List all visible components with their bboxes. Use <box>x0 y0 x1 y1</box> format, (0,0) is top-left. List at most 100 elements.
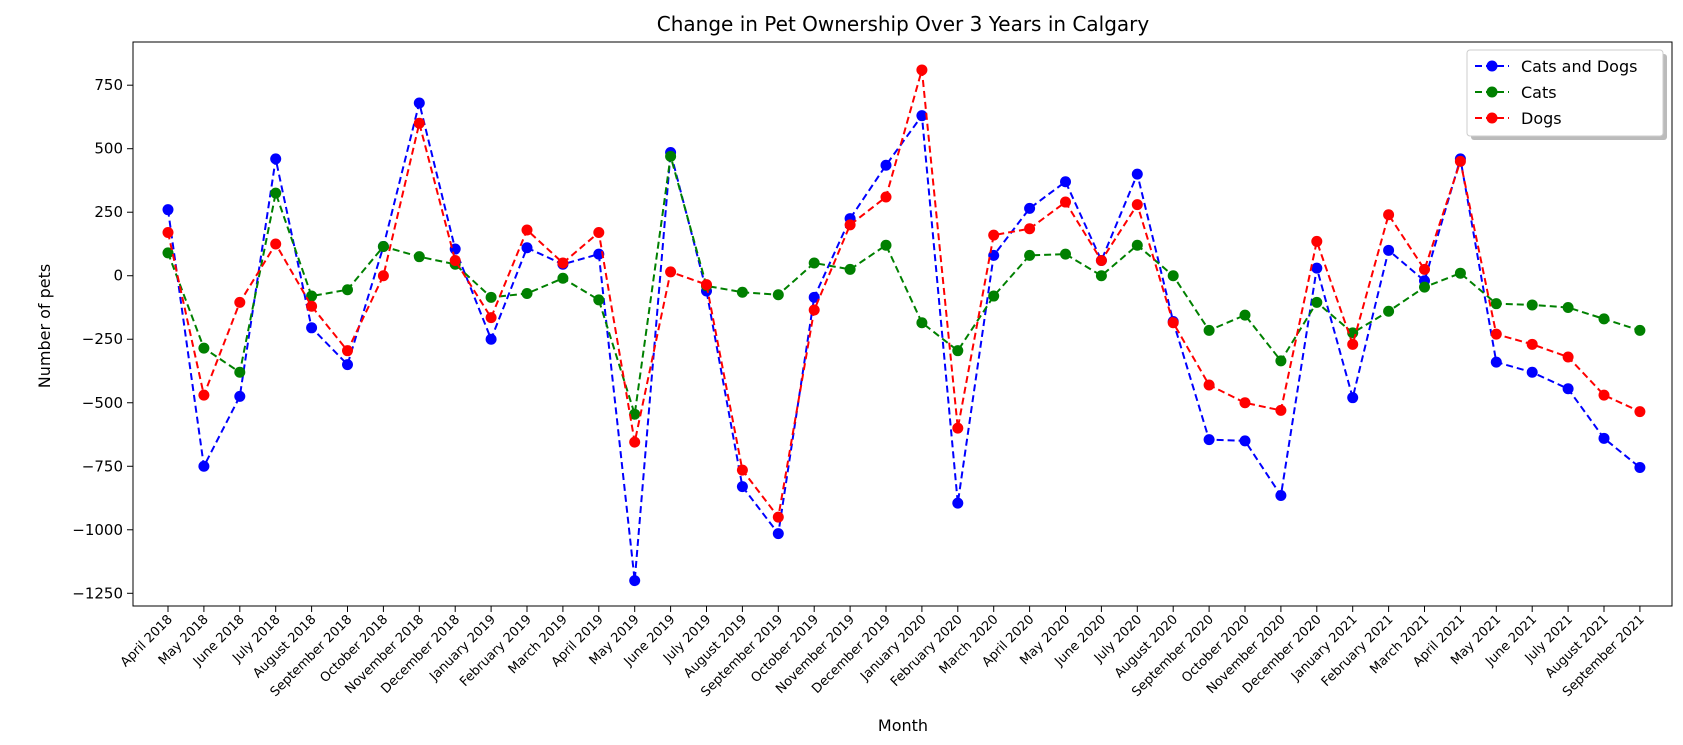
data-point <box>1490 328 1502 340</box>
data-point <box>808 257 820 269</box>
y-tick-label: −1000 <box>72 521 123 539</box>
x-axis-label: Month <box>878 716 928 735</box>
plot-series <box>162 64 1646 587</box>
legend-marker <box>1486 86 1498 98</box>
data-point <box>808 291 820 303</box>
data-point <box>198 460 210 472</box>
data-point <box>1131 239 1143 251</box>
data-point <box>342 284 353 296</box>
data-point <box>1203 434 1215 446</box>
data-point <box>988 229 1000 241</box>
data-point <box>952 497 964 509</box>
data-point <box>1454 155 1466 167</box>
data-point <box>162 227 174 239</box>
data-point <box>270 187 282 199</box>
data-point <box>1060 248 1071 260</box>
data-point <box>1526 338 1538 350</box>
legend-box <box>1466 49 1664 137</box>
data-point <box>1383 209 1395 221</box>
data-point <box>1131 168 1143 180</box>
data-point <box>1311 296 1323 308</box>
series-line <box>167 69 1641 520</box>
data-point <box>665 150 677 162</box>
plot-frame <box>132 41 1673 607</box>
data-point <box>1634 406 1646 418</box>
data-point <box>1167 317 1179 329</box>
series-0 <box>162 97 1646 587</box>
data-point <box>342 345 353 357</box>
y-axis: 750 500 250 0 −250 −500 −750 −1000 −1250 <box>72 76 133 602</box>
legend: Cats and Dogs Cats Dogs <box>1466 49 1667 140</box>
data-point <box>1060 176 1071 188</box>
data-point <box>1275 404 1287 416</box>
data-point <box>1095 254 1107 266</box>
y-tick-label: 250 <box>94 203 123 221</box>
data-point <box>557 272 569 284</box>
data-point <box>306 322 318 334</box>
data-point <box>306 290 318 302</box>
data-point <box>521 224 533 236</box>
data-point <box>916 317 928 329</box>
data-point <box>880 239 892 251</box>
data-point <box>413 251 425 263</box>
data-point <box>162 247 174 259</box>
data-point <box>952 345 964 357</box>
data-point <box>521 288 533 300</box>
data-point <box>772 528 784 540</box>
legend-label: Cats <box>1521 83 1557 102</box>
data-point <box>1347 392 1359 404</box>
data-point <box>772 511 784 523</box>
data-point <box>880 191 892 203</box>
data-point <box>880 159 892 171</box>
data-point <box>1275 355 1287 367</box>
data-point <box>952 422 964 434</box>
data-point <box>1526 299 1538 311</box>
y-tick-label: 0 <box>113 267 123 285</box>
data-point <box>413 117 425 129</box>
data-point <box>1562 383 1574 395</box>
data-point <box>808 304 820 316</box>
data-point <box>1024 223 1036 235</box>
data-point <box>342 359 353 371</box>
data-point <box>1490 356 1502 368</box>
chart-title: Change in Pet Ownership Over 3 Years in … <box>657 12 1150 36</box>
data-point <box>1419 263 1430 275</box>
data-point <box>270 238 282 250</box>
y-axis-label: Number of pets <box>35 264 54 388</box>
data-point <box>413 97 425 109</box>
y-tick-label: −750 <box>82 457 123 475</box>
data-point <box>1634 324 1646 336</box>
data-point <box>1347 338 1359 350</box>
data-point <box>1598 389 1610 401</box>
series-2 <box>162 64 1646 523</box>
data-point <box>665 266 677 278</box>
data-point <box>270 153 282 165</box>
y-tick-label: −1250 <box>72 584 123 602</box>
data-point <box>1131 199 1143 211</box>
data-point <box>557 257 569 269</box>
data-point <box>916 64 928 76</box>
data-point <box>844 219 856 231</box>
data-point <box>1167 270 1179 282</box>
data-point <box>1239 397 1251 409</box>
data-point <box>1383 305 1395 317</box>
data-point <box>485 291 497 303</box>
data-point <box>1526 366 1538 378</box>
data-point <box>485 312 497 324</box>
data-point <box>377 241 389 253</box>
data-point <box>1311 262 1323 274</box>
series-1 <box>162 150 1646 420</box>
data-point <box>1562 301 1574 313</box>
data-point <box>593 227 605 239</box>
y-tick-label: −250 <box>82 330 123 348</box>
data-point <box>1024 202 1036 214</box>
data-point <box>772 289 784 301</box>
legend-label: Dogs <box>1521 109 1562 128</box>
data-point <box>916 110 928 122</box>
data-point <box>1239 309 1251 321</box>
legend-marker <box>1486 60 1498 72</box>
data-point <box>1454 267 1466 279</box>
y-tick-label: 750 <box>94 76 123 94</box>
